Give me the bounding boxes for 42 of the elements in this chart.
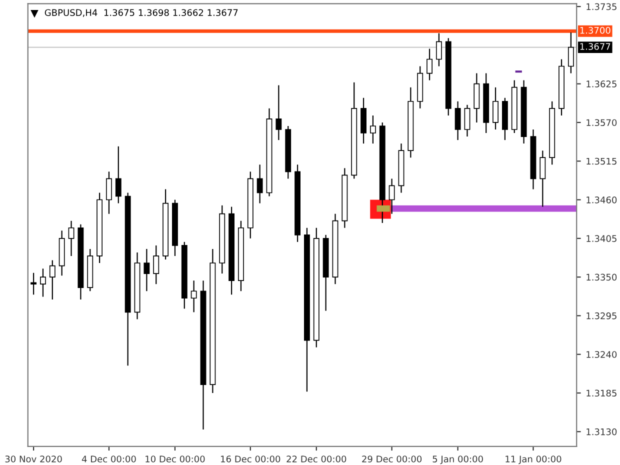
x-tick-label: 29 Dec 00:00: [362, 456, 422, 462]
candlestick: [40, 268, 46, 298]
candlestick: [106, 171, 112, 214]
y-tick-label: 1.3350: [586, 274, 617, 281]
y-tick-label: 1.3625: [586, 80, 616, 88]
candlestick: [115, 146, 122, 204]
y-tick-label: 1.3735: [586, 3, 616, 10]
candlestick: [144, 248, 150, 292]
x-tick-label: 30 Nov 2020: [5, 456, 62, 462]
y-tick-label: 1.3405: [586, 235, 616, 242]
y-tick-label: 1.3185: [586, 390, 616, 397]
candlestick: [568, 32, 574, 74]
text: GBPUSD,H4 1.3675 1.3698 1.3662 1.3677: [44, 9, 238, 17]
candlestick: [492, 86, 498, 130]
candlestick: [68, 220, 74, 257]
candlestick: [256, 164, 263, 204]
candlestick: [454, 100, 461, 141]
candlestick: [540, 150, 546, 208]
candlestick: [388, 178, 395, 214]
candlestick: [426, 48, 432, 81]
ref-line-label: 1.3700: [580, 26, 610, 34]
y-tick-label: 1.3240: [586, 351, 617, 358]
candlestick: [190, 280, 197, 313]
y-tick-label: 1.3295: [586, 312, 616, 320]
x-tick-label: 10 Dec 00:00: [146, 456, 205, 462]
candlestick: [30, 272, 37, 296]
candlestick: [49, 260, 56, 300]
y-tick-label: 1.3130: [586, 428, 617, 436]
x-tick-label: 22 Dec 00:00: [286, 456, 346, 462]
ref-line-label: 1.3677: [580, 43, 610, 50]
y-tick-label: 1.3460: [586, 196, 617, 204]
candlestick: [436, 32, 442, 67]
x-tick-label: 5 Jan 00:00: [432, 456, 483, 464]
candlestick: [276, 84, 282, 141]
candlestick: [464, 104, 470, 138]
x-tick-label: 16 Dec 00:00: [221, 456, 280, 462]
y-tick-label: 1.3570: [586, 119, 617, 126]
y-tick-label: 1.3515: [586, 158, 616, 165]
candlestick: [153, 244, 160, 285]
x-tick-label: 11 Jan 00:00: [506, 456, 562, 464]
candlestick: [370, 114, 376, 144]
x-tick-label: 4 Dec 00:00: [82, 456, 136, 462]
